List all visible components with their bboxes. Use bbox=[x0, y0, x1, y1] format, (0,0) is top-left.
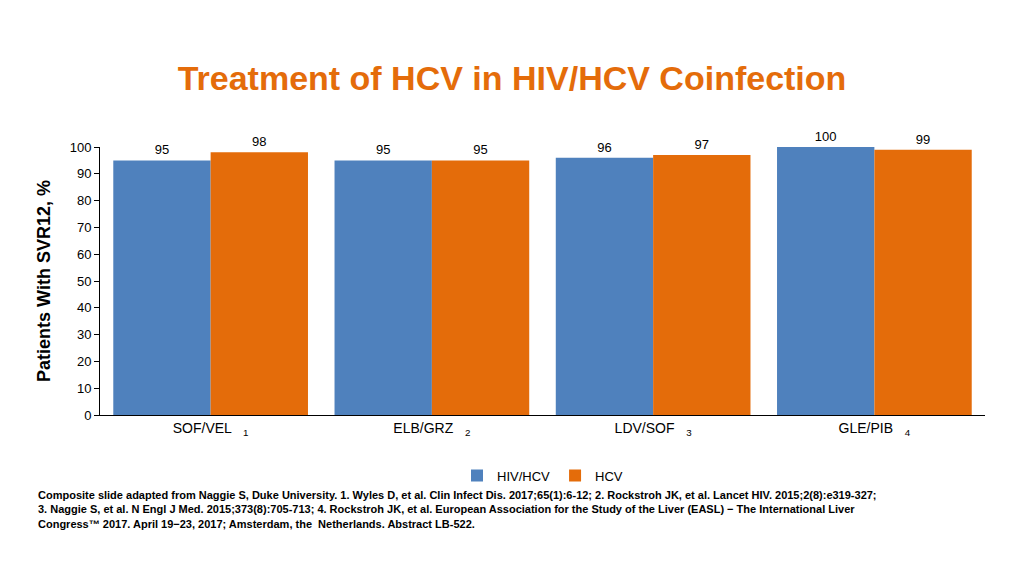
svg-text:GLE/PIB ​4​: GLE/PIB ​4​ bbox=[839, 420, 911, 438]
svg-text:100: 100 bbox=[70, 140, 92, 155]
svg-text:60: 60 bbox=[77, 247, 91, 262]
svg-text:95: 95 bbox=[473, 142, 487, 157]
svg-text:90: 90 bbox=[77, 166, 91, 181]
svg-text:96: 96 bbox=[597, 140, 611, 155]
svg-text:Patients With SVR12, %: Patients With SVR12, % bbox=[34, 180, 54, 382]
svg-text:95: 95 bbox=[376, 142, 390, 157]
svg-text:40: 40 bbox=[77, 300, 91, 315]
svg-text:30: 30 bbox=[77, 327, 91, 342]
svg-text:98: 98 bbox=[252, 134, 266, 149]
svg-text:SOF/VEL ​1​: SOF/VEL ​1​ bbox=[173, 420, 249, 438]
svg-text:95: 95 bbox=[155, 142, 169, 157]
svg-text:10: 10 bbox=[77, 381, 91, 396]
svg-text:HIV/HCV: HIV/HCV bbox=[497, 469, 550, 484]
svg-text:ELB/GRZ ​2​: ELB/GRZ ​2​ bbox=[393, 420, 470, 438]
svg-text:Composite slide adapted from N: Composite slide adapted from Naggie S, D… bbox=[38, 489, 877, 530]
svg-text:80: 80 bbox=[77, 193, 91, 208]
svg-text:Treatment of HCV in HIV/HCV Co: Treatment of HCV in HIV/HCV Coinfection bbox=[178, 59, 847, 97]
svg-text:50: 50 bbox=[77, 274, 91, 289]
svg-text:70: 70 bbox=[77, 220, 91, 235]
svg-text:100: 100 bbox=[815, 129, 837, 144]
svg-text:97: 97 bbox=[695, 137, 709, 152]
svg-text:HCV: HCV bbox=[595, 469, 623, 484]
svg-text:99: 99 bbox=[916, 132, 930, 147]
svg-text:20: 20 bbox=[77, 354, 91, 369]
svg-text:0: 0 bbox=[84, 408, 91, 423]
svg-text:LDV/SOF ​3​: LDV/SOF ​3​ bbox=[615, 420, 693, 438]
